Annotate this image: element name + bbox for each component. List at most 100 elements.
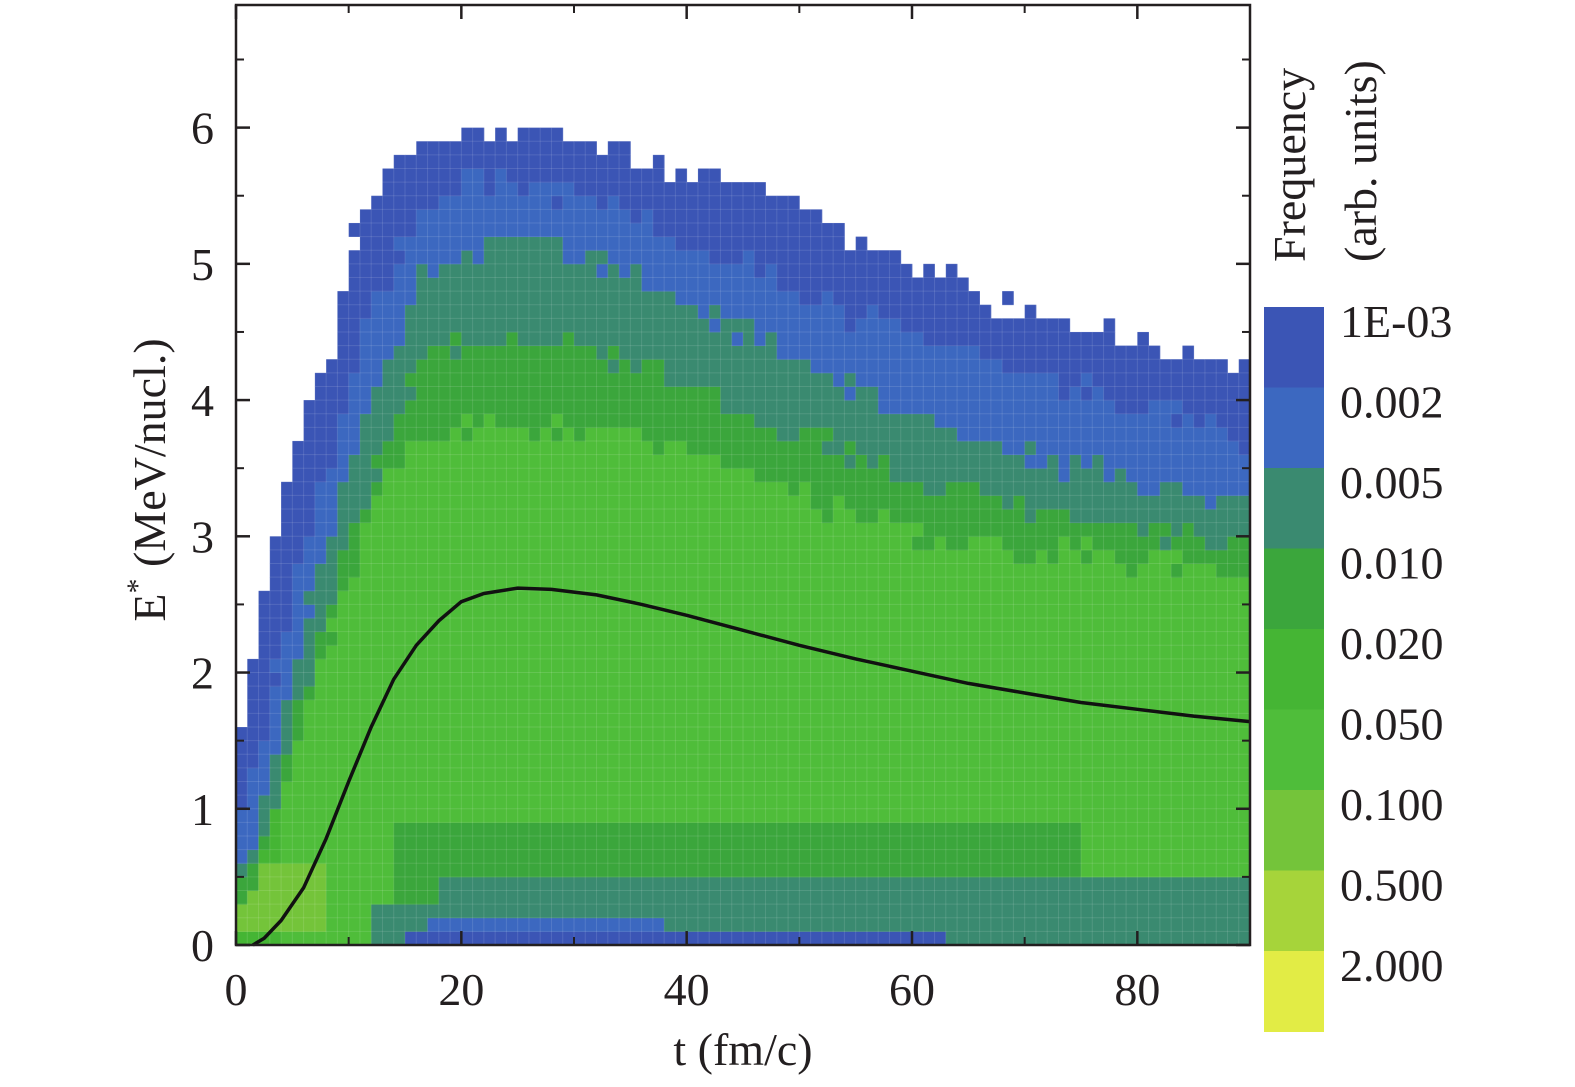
heatmap-cell (596, 277, 609, 292)
heatmap-cell (382, 836, 395, 851)
heatmap-cell (405, 277, 417, 292)
heatmap-cell (652, 277, 665, 292)
heatmap-cell (957, 549, 969, 564)
heatmap-cell (810, 222, 823, 237)
heatmap-cell (585, 863, 597, 878)
heatmap-cell (337, 754, 350, 769)
heatmap-cell (258, 604, 271, 619)
heatmap-cell (630, 727, 642, 742)
heatmap-cell (934, 863, 947, 878)
heatmap-cell (393, 713, 406, 728)
heatmap-cell (866, 767, 879, 782)
heatmap-cell (574, 372, 586, 387)
heatmap-cell (709, 427, 721, 442)
heatmap-cell (788, 468, 800, 483)
heatmap-cell (1171, 713, 1183, 728)
heatmap-cell (968, 713, 980, 728)
heatmap-cell (641, 209, 654, 224)
heatmap-cell (968, 427, 980, 442)
heatmap-cell (979, 440, 992, 455)
heatmap-cell (450, 209, 462, 224)
heatmap-cell (393, 604, 406, 619)
heatmap-cell (923, 468, 935, 483)
heatmap-cell (405, 318, 417, 333)
heatmap-cell (1013, 849, 1026, 864)
heatmap-cell (641, 658, 654, 673)
heatmap-cell (382, 549, 395, 564)
heatmap-cell (574, 359, 586, 374)
heatmap-cell (957, 699, 969, 714)
heatmap-cell (855, 917, 868, 932)
heatmap-cell (652, 904, 665, 919)
heatmap-cell (1114, 631, 1127, 646)
colorbar-labels: 1E-030.0020.0050.0100.0200.0500.1000.500… (1340, 296, 1452, 991)
heatmap-cell (371, 331, 383, 346)
heatmap-cell (472, 127, 485, 142)
heatmap-cell (912, 658, 924, 673)
heatmap-cell (359, 563, 372, 578)
heatmap-cell (686, 263, 699, 278)
heatmap-cell (912, 590, 924, 605)
heatmap-cell (258, 631, 271, 646)
heatmap-cell (1035, 713, 1048, 728)
heatmap-cell (619, 468, 631, 483)
heatmap-cell (731, 481, 744, 496)
heatmap-cell (788, 754, 800, 769)
heatmap-cell (1216, 754, 1228, 769)
heatmap-cell (1013, 413, 1026, 428)
heatmap-cell (878, 427, 890, 442)
heatmap-cell (641, 876, 654, 891)
heatmap-cell (821, 577, 834, 592)
heatmap-cell (371, 645, 383, 660)
heatmap-cell (855, 495, 868, 510)
heatmap-cell (405, 263, 417, 278)
heatmap-cell (1216, 359, 1228, 374)
heatmap-cell (528, 481, 541, 496)
heatmap-cell (371, 522, 383, 537)
heatmap-cell (957, 863, 969, 878)
heatmap-cell (990, 863, 1003, 878)
heatmap-cell (1182, 645, 1195, 660)
heatmap-cell (833, 849, 845, 864)
heatmap-cell (1137, 658, 1149, 673)
heatmap-cell (844, 754, 857, 769)
heatmap-cell (337, 740, 350, 755)
heatmap-cell (866, 699, 879, 714)
heatmap-cell (506, 468, 519, 483)
heatmap-cell (912, 699, 924, 714)
heatmap-cell (720, 795, 733, 810)
heatmap-cell (776, 345, 789, 360)
heatmap-cell (810, 767, 823, 782)
heatmap-cell (878, 740, 890, 755)
heatmap-cell (562, 372, 575, 387)
heatmap-cell (483, 154, 496, 169)
heatmap-cell (1193, 495, 1206, 510)
heatmap-cell (596, 345, 609, 360)
heatmap-cell (630, 182, 642, 197)
heatmap-cell (1069, 440, 1082, 455)
heatmap-cell (934, 304, 947, 319)
heatmap-cell (348, 345, 361, 360)
heatmap-cell (585, 304, 597, 319)
heatmap-cell (517, 400, 530, 415)
heatmap-cell (619, 359, 631, 374)
heatmap-cell (630, 686, 642, 701)
heatmap-cell (1171, 727, 1183, 742)
heatmap-cell (776, 822, 789, 837)
heatmap-cell (585, 250, 597, 265)
heatmap-cell (1081, 440, 1093, 455)
heatmap-cell (912, 440, 924, 455)
heatmap-cell (326, 563, 338, 578)
heatmap-cell (945, 604, 958, 619)
heatmap-cell (607, 359, 620, 374)
heatmap-cell (945, 931, 958, 945)
heatmap-cell (743, 699, 755, 714)
heatmap-cell (359, 767, 372, 782)
heatmap-cell (630, 236, 642, 251)
heatmap-cell (675, 754, 688, 769)
heatmap-cell (427, 400, 440, 415)
heatmap-cell (912, 904, 924, 919)
heatmap-cell (664, 658, 676, 673)
heatmap-cell (1103, 863, 1116, 878)
heatmap-cell (630, 808, 642, 823)
